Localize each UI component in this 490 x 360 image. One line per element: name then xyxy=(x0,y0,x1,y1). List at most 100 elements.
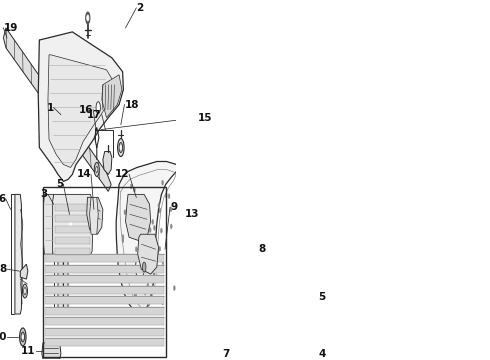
Text: 5: 5 xyxy=(56,179,63,189)
Polygon shape xyxy=(45,286,164,294)
Text: 2: 2 xyxy=(136,3,144,13)
Polygon shape xyxy=(38,32,123,181)
Polygon shape xyxy=(44,194,54,254)
Ellipse shape xyxy=(170,207,172,212)
Ellipse shape xyxy=(151,268,152,273)
Text: 13: 13 xyxy=(184,209,199,219)
Ellipse shape xyxy=(86,12,90,24)
Polygon shape xyxy=(45,307,164,315)
Ellipse shape xyxy=(133,187,135,192)
Ellipse shape xyxy=(156,275,158,280)
Bar xyxy=(43,188,166,357)
Text: 5: 5 xyxy=(318,292,325,302)
Ellipse shape xyxy=(158,203,160,208)
Text: 9: 9 xyxy=(170,202,177,212)
Ellipse shape xyxy=(159,246,161,251)
Ellipse shape xyxy=(24,288,26,294)
Ellipse shape xyxy=(70,222,72,227)
Ellipse shape xyxy=(151,253,153,257)
Ellipse shape xyxy=(152,219,154,224)
Ellipse shape xyxy=(161,255,163,260)
Ellipse shape xyxy=(144,290,146,295)
Ellipse shape xyxy=(165,193,167,198)
Polygon shape xyxy=(45,328,164,336)
Polygon shape xyxy=(58,204,63,314)
Ellipse shape xyxy=(162,260,164,265)
Ellipse shape xyxy=(157,249,159,254)
Ellipse shape xyxy=(190,221,196,237)
Ellipse shape xyxy=(134,290,136,294)
Polygon shape xyxy=(309,214,316,347)
Ellipse shape xyxy=(119,143,122,153)
Ellipse shape xyxy=(159,208,161,213)
Polygon shape xyxy=(45,265,164,273)
Text: 14: 14 xyxy=(76,170,91,179)
Polygon shape xyxy=(125,194,150,241)
Ellipse shape xyxy=(69,219,73,229)
Polygon shape xyxy=(55,215,90,222)
Ellipse shape xyxy=(137,226,138,231)
Ellipse shape xyxy=(162,180,164,185)
Ellipse shape xyxy=(87,15,89,21)
Polygon shape xyxy=(116,162,178,314)
Polygon shape xyxy=(55,248,90,255)
Ellipse shape xyxy=(145,268,146,273)
Ellipse shape xyxy=(21,332,24,342)
Ellipse shape xyxy=(135,247,137,252)
Ellipse shape xyxy=(153,225,155,230)
Polygon shape xyxy=(15,194,22,314)
Ellipse shape xyxy=(168,194,170,199)
Ellipse shape xyxy=(173,285,175,291)
Polygon shape xyxy=(55,226,90,233)
Text: 17: 17 xyxy=(87,110,102,120)
Ellipse shape xyxy=(143,262,146,272)
Ellipse shape xyxy=(160,228,162,233)
Ellipse shape xyxy=(144,256,145,261)
Polygon shape xyxy=(188,209,202,249)
Ellipse shape xyxy=(254,276,257,282)
Polygon shape xyxy=(55,204,90,211)
Text: 10: 10 xyxy=(0,332,7,342)
Text: 7: 7 xyxy=(222,349,230,359)
Text: 18: 18 xyxy=(124,100,139,110)
Ellipse shape xyxy=(135,293,137,298)
Ellipse shape xyxy=(118,139,124,157)
Ellipse shape xyxy=(23,284,27,298)
Polygon shape xyxy=(103,152,112,175)
Ellipse shape xyxy=(96,166,98,172)
Ellipse shape xyxy=(153,249,155,253)
Polygon shape xyxy=(55,237,90,244)
Ellipse shape xyxy=(126,211,128,216)
Polygon shape xyxy=(3,28,111,192)
Ellipse shape xyxy=(316,293,318,301)
Polygon shape xyxy=(219,224,246,287)
Polygon shape xyxy=(63,204,68,314)
Polygon shape xyxy=(138,234,159,274)
Text: 8: 8 xyxy=(0,264,7,274)
Ellipse shape xyxy=(124,210,126,215)
Polygon shape xyxy=(45,296,164,304)
Text: 11: 11 xyxy=(21,346,36,356)
Ellipse shape xyxy=(147,301,149,306)
Ellipse shape xyxy=(122,234,124,239)
Text: 16: 16 xyxy=(79,105,93,114)
Polygon shape xyxy=(45,317,164,325)
Ellipse shape xyxy=(191,225,194,233)
Text: 8: 8 xyxy=(258,244,266,254)
Text: 6: 6 xyxy=(0,194,6,204)
Ellipse shape xyxy=(136,266,138,271)
Polygon shape xyxy=(45,254,164,262)
Ellipse shape xyxy=(253,272,258,286)
Ellipse shape xyxy=(145,254,147,259)
Ellipse shape xyxy=(136,255,144,279)
Polygon shape xyxy=(102,75,122,118)
Ellipse shape xyxy=(134,293,136,298)
Polygon shape xyxy=(90,197,98,234)
Ellipse shape xyxy=(130,184,132,189)
Text: 1: 1 xyxy=(47,103,54,113)
Ellipse shape xyxy=(134,226,135,231)
Ellipse shape xyxy=(22,335,24,339)
Ellipse shape xyxy=(20,328,26,346)
Ellipse shape xyxy=(315,289,320,305)
Ellipse shape xyxy=(138,206,140,211)
